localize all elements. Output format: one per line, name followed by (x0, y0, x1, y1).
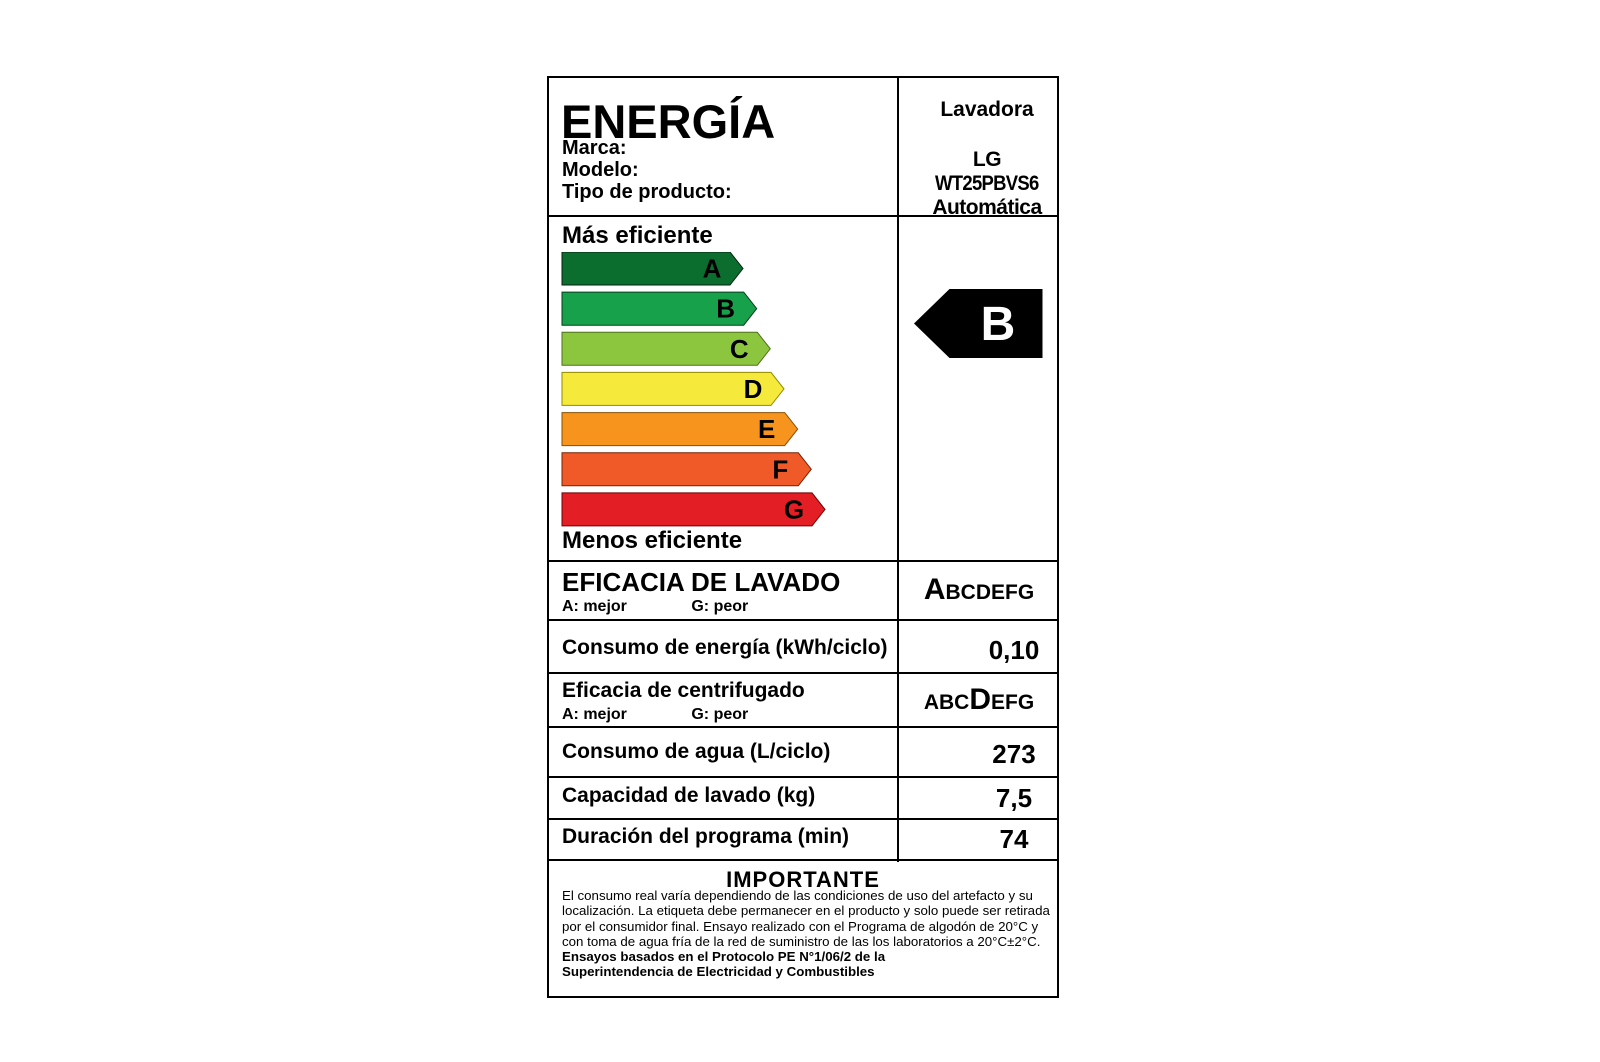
svg-text:C: C (730, 334, 749, 364)
svg-text:F: F (772, 454, 788, 484)
svg-text:A: A (703, 254, 722, 284)
svg-text:G: G (784, 494, 804, 524)
svg-text:E: E (758, 414, 775, 444)
svg-text:D: D (744, 374, 763, 404)
svg-text:B: B (716, 294, 735, 324)
svg-text:B: B (981, 298, 1016, 351)
